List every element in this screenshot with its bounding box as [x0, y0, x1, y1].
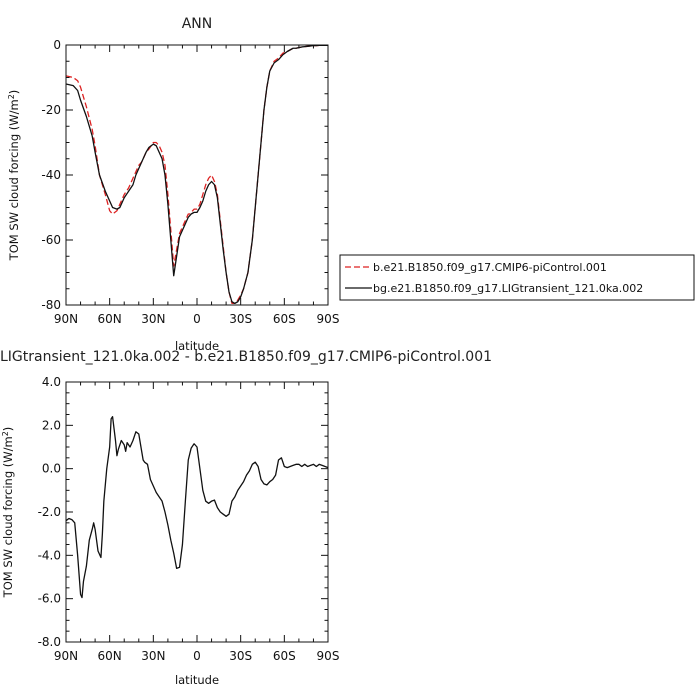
series-line-0-0	[65, 44, 328, 305]
top-panel-ticks: 90N 60N 30N 0 30S 60S 90S 0 -20 -40 -60 -80	[41, 38, 339, 326]
x-tick-label: 90S	[317, 649, 340, 663]
bottom-panel-x-label: latitude	[175, 673, 219, 687]
top-panel-title: ANN	[182, 16, 213, 32]
x-tick-label: 0	[193, 649, 201, 663]
top-panel-x-label: latitude	[175, 339, 219, 353]
y-tick-label: -2.0	[38, 505, 61, 519]
top-panel-y-label-close: )	[7, 90, 21, 95]
y-tick-label: -6.0	[38, 592, 61, 606]
bottom-panel: LIGtransient_121.0ka.002 - b.e21.B1850.f…	[0, 349, 492, 687]
series-line-0-1	[65, 44, 328, 305]
bottom-panel-frame	[65, 381, 329, 643]
bottom-panel-y-label-main: TOM SW cloud forcing (W/m	[1, 436, 15, 598]
y-tick-label: 0.0	[42, 462, 61, 476]
x-tick-label: 60S	[273, 649, 296, 663]
bottom-panel-y-label-close: )	[1, 427, 15, 432]
x-tick-label: 0	[193, 312, 201, 326]
y-tick-label: 0	[53, 38, 61, 52]
bottom-panel-y-label-sup: 2	[1, 431, 10, 436]
bottom-panel-y-label: TOM SW cloud forcing (W/m2)	[1, 427, 15, 599]
y-tick-label: -20	[41, 103, 61, 117]
y-tick-label: 4.0	[42, 375, 61, 389]
y-tick-label: -4.0	[38, 548, 61, 562]
legend-box	[339, 254, 695, 301]
x-tick-label: 60N	[98, 312, 122, 326]
y-tick-label: -60	[41, 233, 61, 247]
bottom-panel-title: LIGtransient_121.0ka.002 - b.e21.B1850.f…	[0, 349, 492, 365]
x-tick-label: 30S	[229, 312, 252, 326]
top-panel-y-label: TOM SW cloud forcing (W/m2)	[7, 90, 21, 262]
top-panel-y-label-sup: 2	[7, 94, 16, 99]
x-tick-label: 30N	[141, 312, 165, 326]
top-panel: ANN 90N 60N 30N 0 30S 60S 90S 0 -20 -40 -60 -80 lat…	[7, 16, 339, 353]
legend: b.e21.B1850.f09_g17.CMIP6-piControl.001 …	[339, 254, 695, 301]
x-tick-label: 90N	[54, 312, 78, 326]
x-tick-label: 90S	[317, 312, 340, 326]
top-panel-frame	[65, 44, 329, 306]
top-panel-lines	[65, 44, 328, 305]
top-panel-y-label-main: TOM SW cloud forcing (W/m	[7, 99, 21, 261]
y-tick-label: -8.0	[38, 635, 61, 649]
x-tick-label: 60S	[273, 312, 296, 326]
series-line-1-0	[65, 416, 329, 599]
legend-label-LIGtransient: bg.e21.B1850.f09_g17.LIGtransient_121.0k…	[373, 282, 643, 295]
y-tick-label: 2.0	[42, 418, 61, 432]
legend-label-piControl: b.e21.B1850.f09_g17.CMIP6-piControl.001	[373, 261, 607, 274]
x-tick-label: 90N	[54, 649, 78, 663]
x-tick-label: 30N	[141, 649, 165, 663]
x-tick-label: 60N	[98, 649, 122, 663]
y-tick-label: -40	[41, 168, 61, 182]
y-tick-label: -80	[41, 298, 61, 312]
bottom-panel-lines	[65, 416, 329, 599]
x-tick-label: 30S	[229, 649, 252, 663]
bottom-panel-ticks: 90N 60N 30N 0 30S 60S 90S 4.0 2.0 0.0 -2.0 -4.0 -6.0…	[38, 375, 340, 663]
